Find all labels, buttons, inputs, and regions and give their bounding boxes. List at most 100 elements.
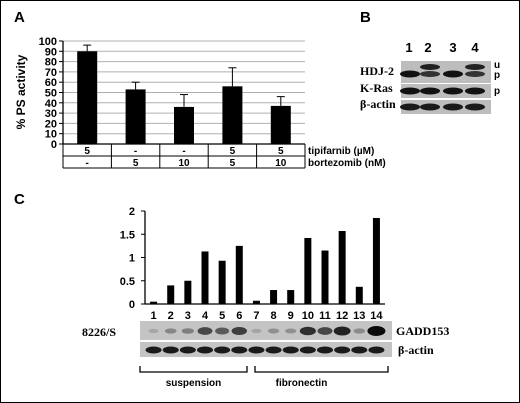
panel-c-lane-number: 6: [236, 310, 242, 322]
panel-b-lane-number: 2: [424, 40, 431, 55]
panel-b-band-hdj2: [443, 70, 463, 78]
panel-b-lane-number: 4: [471, 40, 479, 55]
panel-c-band-actin: [299, 346, 316, 354]
panel-b-side-label: p: [494, 86, 500, 97]
panel-c-bracket-fibronectin: [254, 366, 389, 373]
panel-c-chart: 00.511.521 2 3 4 5 6 7 8 9 10 11 12 13 14: [120, 206, 385, 322]
panel-c-bar: [218, 260, 226, 304]
panel-b-band-actin: [400, 103, 420, 111]
panel-c-lane-number: 1: [151, 310, 157, 322]
panel-c-blot-label: β-actin: [398, 343, 434, 357]
panel-a-ytick-label: 0: [51, 139, 57, 151]
panel-b-row-label: K-Ras: [360, 81, 393, 95]
table-row-label: tipifarnib (µM): [308, 146, 374, 157]
panel-b-side-label: p: [494, 70, 500, 81]
panel-b-band-hdj2-unprocessed: [465, 64, 485, 70]
panel-c-lane-number: 7: [253, 310, 259, 322]
panel-b-lane-number: 3: [449, 40, 456, 55]
panel-a-ytick-label: 70: [45, 67, 57, 79]
panel-c-ytick-label: 0.5: [120, 276, 135, 288]
panel-c-band-actin: [214, 346, 231, 354]
panel-c-bar: [321, 250, 329, 304]
panel-c-blot-strip: [140, 321, 392, 340]
table-cell: 10: [178, 158, 190, 169]
panel-c-lane-number: 14: [370, 310, 383, 322]
table-cell: 5: [230, 158, 236, 169]
panel-c-group-label: fibronectin: [276, 378, 328, 389]
table-row-label: bortezomib (nM): [308, 158, 386, 169]
panel-b-band-actin: [420, 103, 440, 111]
panel-c-lane-number: 13: [353, 310, 365, 322]
panel-c-bar: [150, 301, 158, 304]
panel-c-letter: C: [14, 191, 25, 208]
panel-c-band-actin: [162, 346, 179, 354]
panel-c-bar: [355, 286, 363, 304]
table-cell: 10: [275, 158, 287, 169]
panel-b-band-hdj2-unprocessed: [420, 64, 440, 70]
panel-a-ytick-label: 10: [45, 129, 57, 141]
panel-c-band-actin: [351, 346, 368, 354]
panel-a-ytick-label: 30: [45, 108, 57, 120]
table-cell: 5: [133, 158, 139, 169]
panel-c-lane-number: 5: [219, 310, 225, 322]
table-cell: 5: [278, 146, 284, 157]
panel-c-band-gadd153: [148, 328, 159, 334]
panel-b-band-kras: [420, 87, 440, 95]
panel-c-band-actin: [248, 346, 265, 354]
panel-c-bar: [304, 237, 312, 304]
panel-a-ylabel: % PS activity: [14, 54, 28, 129]
panel-c-ytick-label: 0: [129, 299, 135, 311]
panel-a-ytick-label: 40: [45, 98, 57, 110]
panel-a-ytick-label: 100: [39, 36, 57, 48]
panel-b-row-label: β-actin: [360, 97, 396, 111]
panel-c-bar: [184, 280, 192, 304]
panel-c-lane-number: 4: [202, 310, 209, 322]
panel-c-band-gadd153: [231, 326, 247, 336]
panel-c-lane-number: 9: [288, 310, 294, 322]
panel-c-band-gadd153: [285, 328, 297, 334]
panel-c-band-actin: [317, 346, 333, 354]
panel-c-bracket-suspension: [139, 366, 248, 373]
panel-c-band-gadd153: [181, 328, 194, 334]
panel-c-band-actin: [265, 346, 282, 354]
panel-a-bar: [270, 105, 291, 144]
table-cell: -: [86, 158, 89, 169]
panel-b-letter: B: [360, 9, 371, 26]
panel-b-row-label: HDJ-2: [360, 64, 394, 78]
panel-a-ytick-label: 50: [45, 88, 57, 100]
panel-c-band-actin: [145, 346, 162, 354]
panel-b-band-kras: [443, 87, 463, 95]
panel-a-bar: [174, 106, 194, 144]
panel-c-band-actin: [282, 346, 299, 354]
panel-a-ytick-label: 90: [45, 46, 57, 58]
panel-b-side-label: u: [494, 60, 500, 71]
panel-c-bar: [235, 245, 243, 304]
table-cell: -: [182, 146, 185, 157]
panel-c-band-gadd153: [251, 328, 262, 334]
panel-c-band-actin: [179, 346, 196, 354]
panel-a-treatment-table: 5- -5 5 tipifarnib (µM)- 5 10 5 10 bortezomib (n…: [62, 144, 386, 169]
panel-b-lane-number: 1: [405, 40, 412, 55]
panel-c-band-gadd153: [317, 327, 333, 335]
panel-b-band-actin: [465, 103, 485, 111]
panel-c-lane-number: 10: [302, 310, 314, 322]
panel-c-lane-number: 3: [185, 310, 191, 322]
panel-a-bar: [222, 86, 243, 144]
panel-c-lane-number: 8: [271, 310, 277, 322]
panel-c-bar: [252, 300, 260, 304]
table-cell: 5: [230, 146, 236, 157]
panel-c-bar: [201, 251, 209, 304]
panel-c-band-gadd153: [367, 326, 386, 336]
panel-a-bar: [77, 51, 98, 144]
panel-a-letter: A: [14, 9, 25, 26]
panel-c-bar: [372, 217, 380, 304]
panel-b-band-hdj2: [400, 70, 420, 78]
panel-c-band-actin: [368, 346, 385, 354]
panel-c-band-actin: [231, 346, 248, 354]
panel-b-band-kras: [400, 87, 420, 95]
panel-b-band-actin: [443, 103, 463, 111]
panel-c-band-gadd153: [164, 328, 177, 334]
panel-c-blot-label: GADD153: [396, 324, 449, 338]
